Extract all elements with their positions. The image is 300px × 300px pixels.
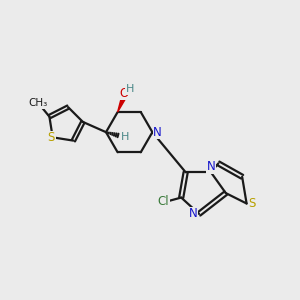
Text: N: N [153, 126, 162, 139]
Polygon shape [118, 98, 125, 112]
Text: H: H [121, 132, 129, 142]
Text: S: S [248, 197, 256, 210]
Text: O: O [120, 86, 129, 100]
Text: N: N [189, 207, 197, 220]
Text: N: N [207, 160, 215, 173]
Text: S: S [47, 131, 55, 144]
Text: CH₃: CH₃ [28, 98, 47, 108]
Text: H: H [126, 84, 134, 94]
Text: Cl: Cl [158, 194, 169, 208]
